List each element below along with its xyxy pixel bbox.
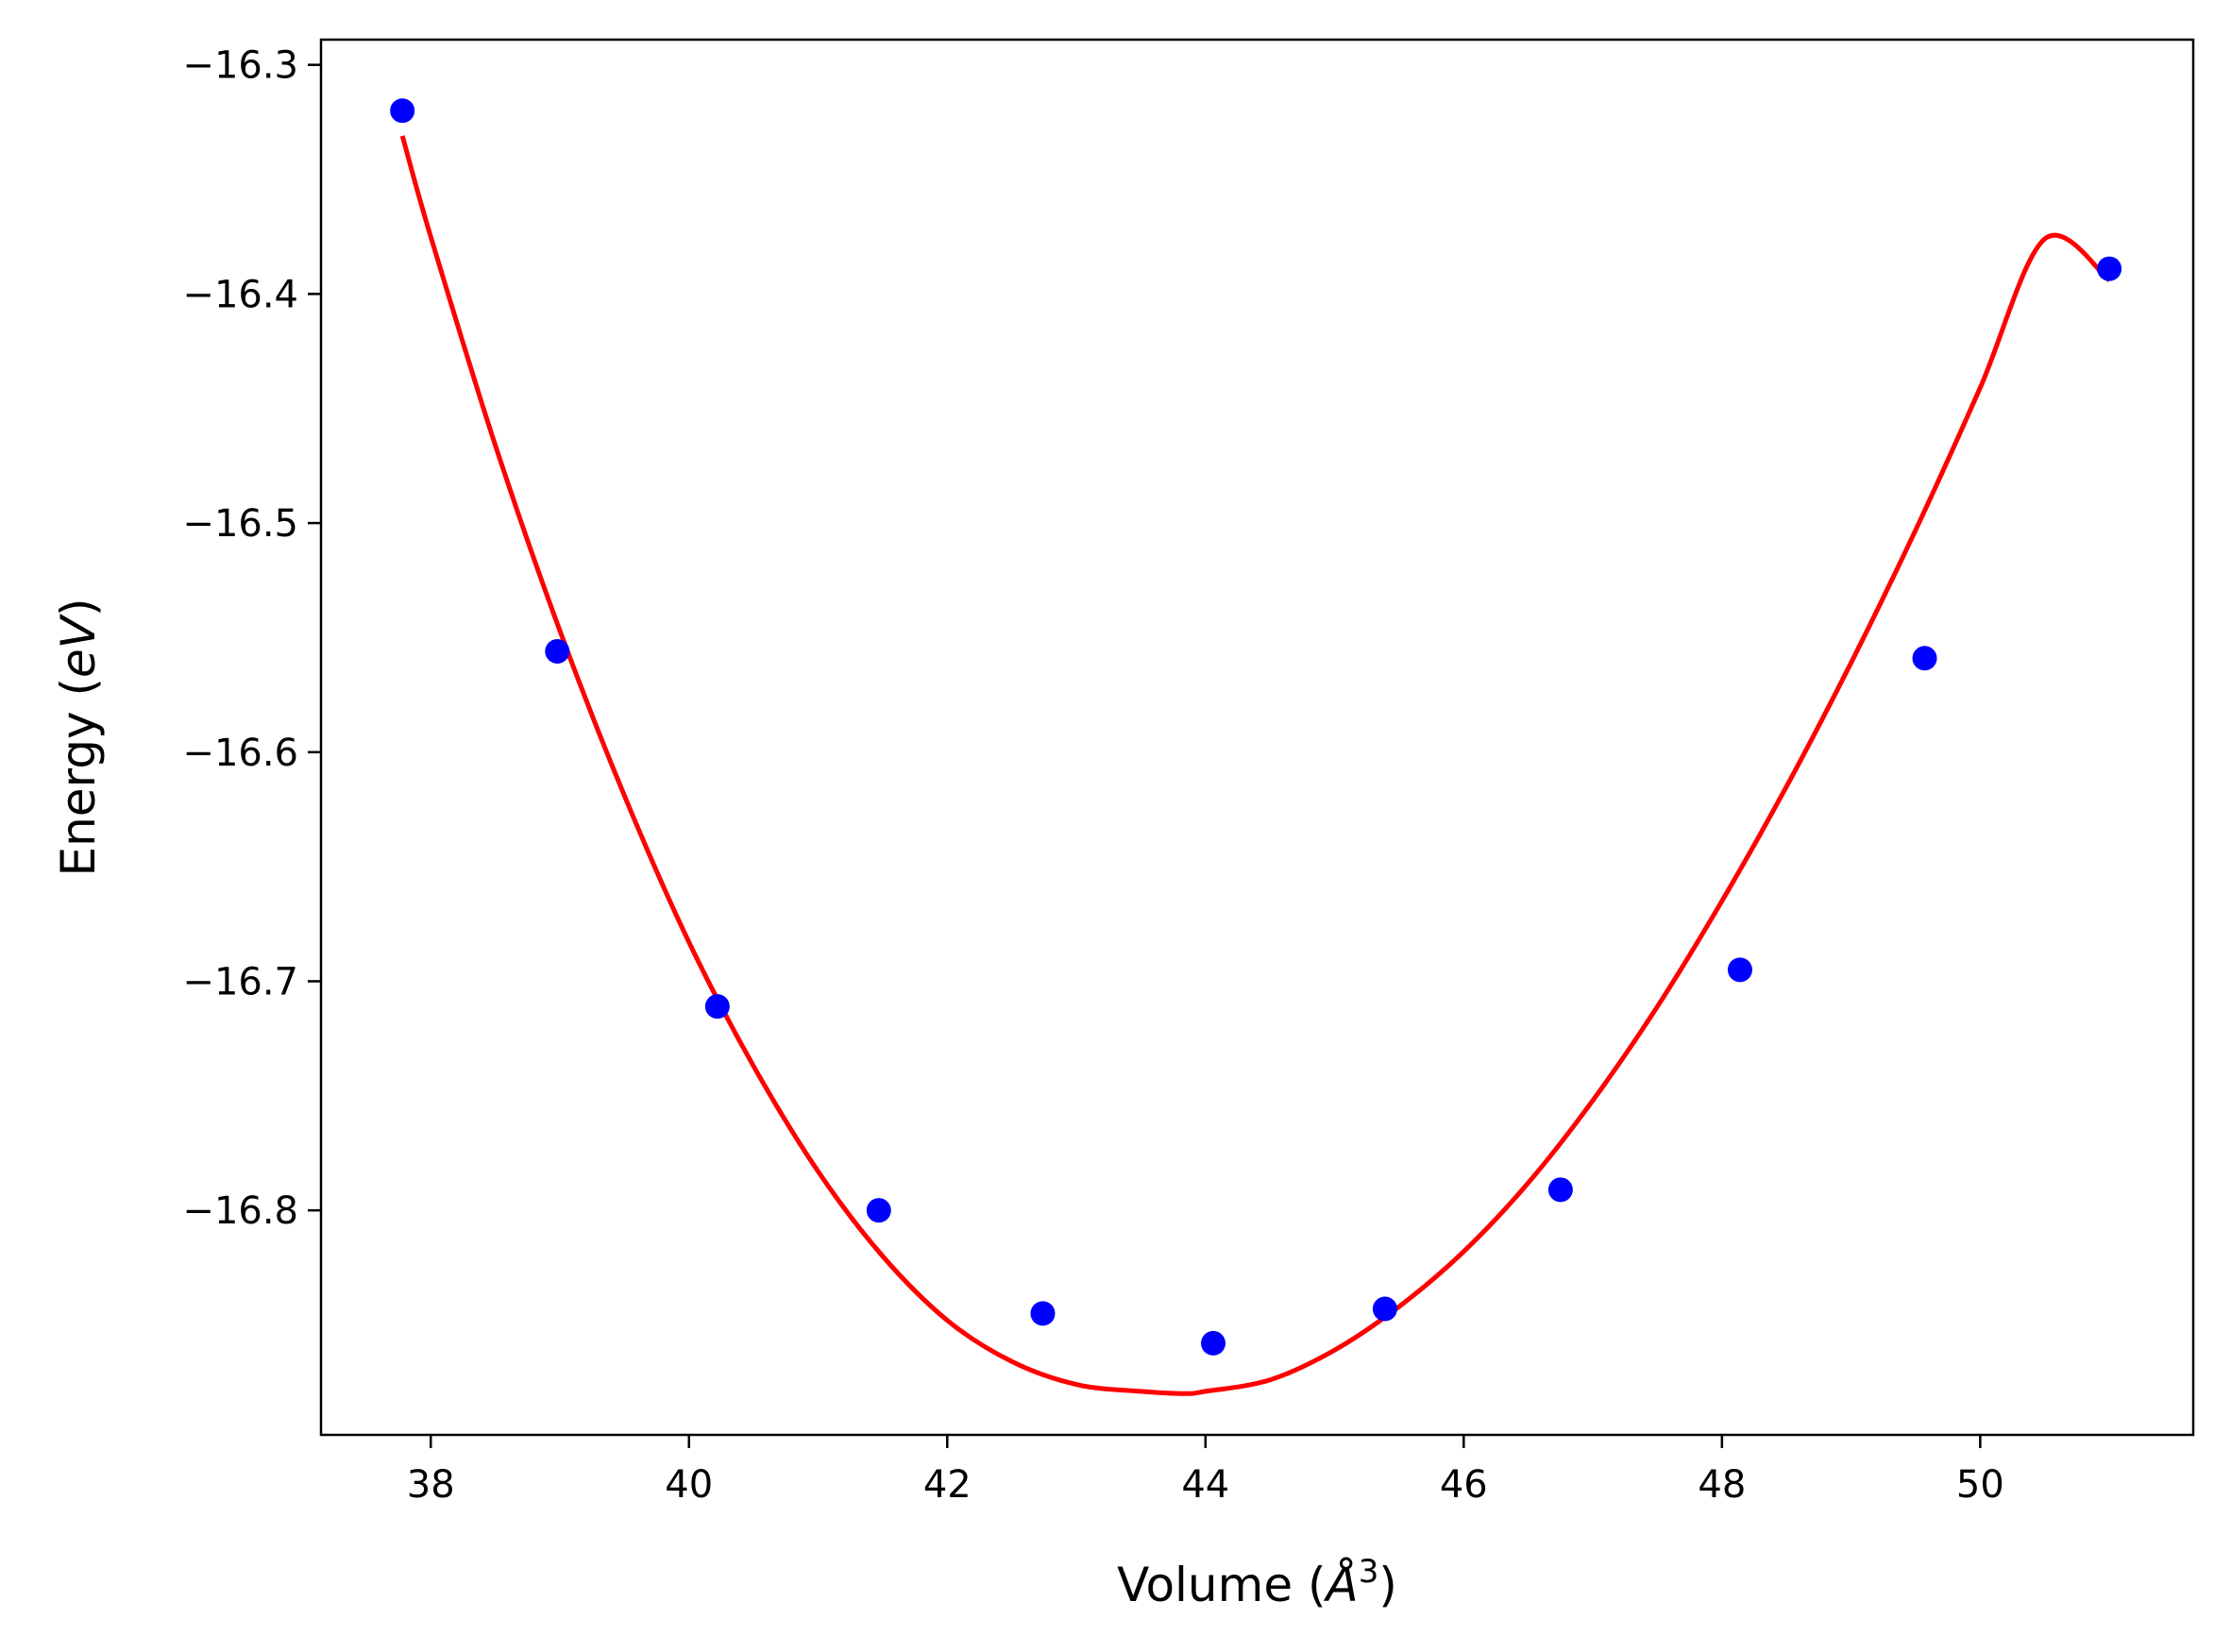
- data-point: [1547, 1177, 1573, 1203]
- x-tick-label: 38: [407, 1463, 455, 1507]
- y-axis-ticks: −16.8 −16.7 −16.6 −16.5 −16.4 −16.3: [182, 44, 321, 1233]
- data-point: [545, 638, 570, 664]
- fit-curve: [399, 135, 2111, 1396]
- data-points: [390, 98, 2122, 1356]
- data-point: [1372, 1296, 1397, 1322]
- y-axis-label: Energy (eV): [51, 598, 106, 877]
- data-point: [2097, 256, 2122, 281]
- y-tick-label: −16.6: [182, 732, 298, 775]
- x-tick-label: 40: [665, 1463, 713, 1507]
- data-point: [1727, 957, 1752, 983]
- data-point: [1201, 1330, 1226, 1356]
- data-point: [390, 98, 415, 124]
- data-point: [704, 994, 730, 1020]
- data-point: [1030, 1301, 1056, 1326]
- y-tick-label: −16.4: [182, 273, 298, 316]
- x-tick-label: 50: [1956, 1463, 2004, 1507]
- y-tick-label: −16.5: [182, 502, 298, 546]
- y-tick-label: −16.7: [182, 960, 298, 1003]
- x-tick-label: 46: [1440, 1463, 1488, 1507]
- y-tick-label: −16.3: [182, 44, 298, 88]
- plot-area: [319, 38, 2195, 1437]
- data-point: [1912, 646, 1937, 671]
- x-axis-ticks: 38 40 42 44 46 48 50: [407, 1435, 2004, 1507]
- axes-frame: [319, 38, 2195, 1437]
- x-tick-label: 44: [1181, 1463, 1229, 1507]
- x-tick-label: 42: [923, 1463, 972, 1507]
- x-tick-label: 48: [1698, 1463, 1746, 1507]
- data-point: [866, 1198, 891, 1223]
- y-tick-label: −16.8: [182, 1189, 298, 1233]
- x-axis-label: Volume (Å3): [1117, 1553, 1397, 1612]
